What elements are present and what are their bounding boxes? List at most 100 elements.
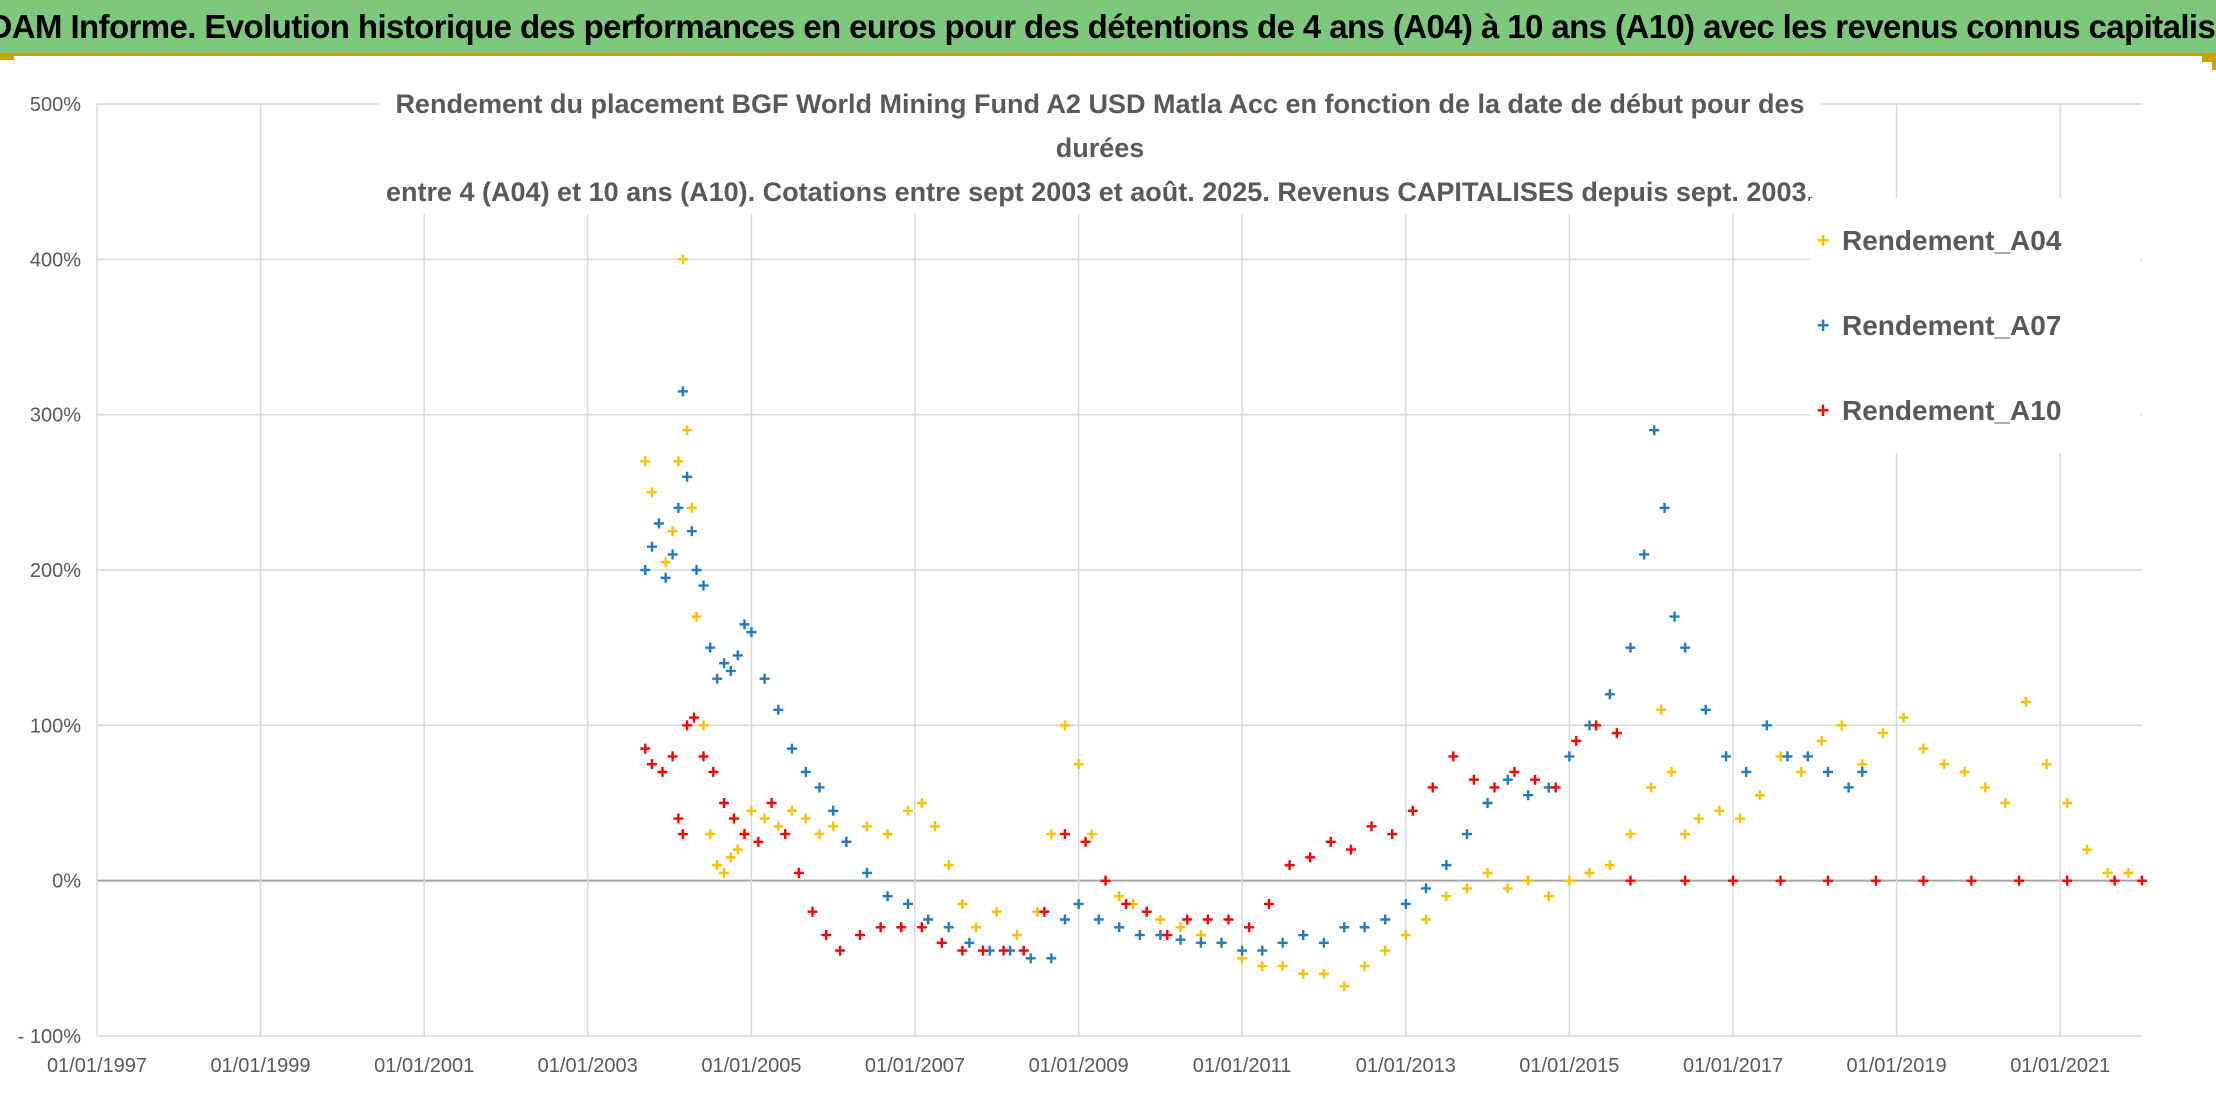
data-point	[828, 821, 839, 832]
data-point	[1649, 425, 1660, 436]
data-point	[1380, 914, 1391, 925]
data-point	[746, 805, 757, 816]
data-point	[691, 611, 702, 622]
data-point	[646, 541, 657, 552]
data-point	[780, 829, 791, 840]
chart-title-line-1: Rendement du placement BGF World Mining …	[395, 89, 1805, 163]
data-point	[1877, 728, 1888, 739]
data-point	[739, 619, 750, 630]
data-point	[1482, 867, 1493, 878]
data-point	[1680, 829, 1691, 840]
data-point	[1625, 875, 1636, 886]
data-point	[902, 898, 913, 909]
data-point	[1489, 782, 1500, 793]
data-point	[1420, 883, 1431, 894]
data-point	[1441, 860, 1452, 871]
chart-title-line-2: entre 4 (A04) et 10 ans (A10). Cotations…	[386, 177, 1814, 207]
data-point	[1059, 720, 1070, 731]
data-point	[739, 829, 750, 840]
data-point	[1509, 766, 1520, 777]
data-point	[1059, 914, 1070, 925]
data-point	[1625, 642, 1636, 653]
y-tick-label: 100%	[30, 715, 81, 737]
data-point	[719, 658, 730, 669]
legend-label-a10: Rendement_A10	[1842, 394, 2062, 426]
data-point	[732, 844, 743, 855]
data-point	[1175, 934, 1186, 945]
data-point	[646, 759, 657, 770]
data-point	[1046, 953, 1057, 964]
data-point	[821, 930, 832, 941]
data-point	[1680, 875, 1691, 886]
data-point	[1175, 922, 1186, 933]
data-point	[1195, 937, 1206, 948]
series-rendement-a10	[640, 712, 2147, 956]
data-point	[1836, 720, 1847, 731]
data-point	[977, 945, 988, 956]
data-point	[1550, 782, 1561, 793]
data-point	[640, 743, 651, 754]
data-point	[1796, 766, 1807, 777]
data-point	[1318, 968, 1329, 979]
data-point	[1216, 937, 1227, 948]
data-point	[1059, 829, 1070, 840]
data-point	[719, 798, 730, 808]
x-tick-label: 01/01/1997	[47, 1055, 147, 1077]
data-point	[1761, 720, 1772, 731]
data-point	[1700, 704, 1711, 715]
chart-title: Rendement du placement BGF World Mining …	[380, 82, 1820, 214]
data-point	[653, 518, 664, 529]
data-point	[930, 821, 941, 832]
data-point	[1918, 743, 1929, 754]
data-point	[1734, 813, 1745, 824]
data-point	[1257, 961, 1268, 972]
data-point	[1277, 961, 1288, 972]
data-point	[2137, 875, 2147, 886]
data-point	[1114, 891, 1125, 902]
data-point	[1564, 875, 1575, 886]
data-point	[657, 766, 668, 777]
corner-mark-right	[2202, 56, 2216, 62]
data-point	[682, 720, 693, 731]
data-point	[1298, 968, 1309, 979]
data-point	[916, 922, 927, 933]
data-point	[1046, 829, 1057, 840]
data-point	[1223, 914, 1234, 925]
data-point	[991, 906, 1002, 917]
data-point	[2123, 867, 2134, 878]
corner-mark-left	[0, 56, 14, 60]
data-point	[861, 867, 872, 878]
data-point	[1604, 689, 1615, 700]
data-point	[677, 829, 688, 840]
data-point	[814, 829, 825, 840]
data-point	[1073, 898, 1084, 909]
data-point	[1025, 953, 1036, 964]
data-point	[1400, 930, 1411, 941]
data-point	[719, 867, 730, 878]
data-point	[1523, 875, 1534, 886]
data-point	[896, 922, 907, 933]
x-tick-label: 01/01/2011	[1193, 1055, 1292, 1077]
data-point	[1693, 813, 1704, 824]
x-tick-label: 01/01/2013	[1356, 1055, 1456, 1077]
data-point	[677, 254, 688, 265]
data-point	[1339, 922, 1350, 933]
data-point	[1604, 860, 1615, 871]
data-point	[1141, 906, 1152, 917]
data-point	[1359, 922, 1370, 933]
data-point	[1018, 945, 1029, 956]
data-point	[1318, 937, 1329, 948]
data-point	[682, 425, 693, 436]
data-point	[677, 386, 688, 397]
data-point	[1162, 930, 1173, 941]
data-point	[1407, 805, 1418, 816]
x-tick-label: 01/01/2021	[2010, 1055, 2110, 1077]
data-point	[1502, 774, 1513, 785]
data-point	[1728, 875, 1739, 886]
data-point	[673, 456, 684, 467]
data-point	[786, 743, 797, 754]
data-point	[2102, 867, 2113, 878]
data-point	[1584, 867, 1595, 878]
data-point	[1714, 805, 1725, 816]
data-point	[1244, 922, 1255, 933]
